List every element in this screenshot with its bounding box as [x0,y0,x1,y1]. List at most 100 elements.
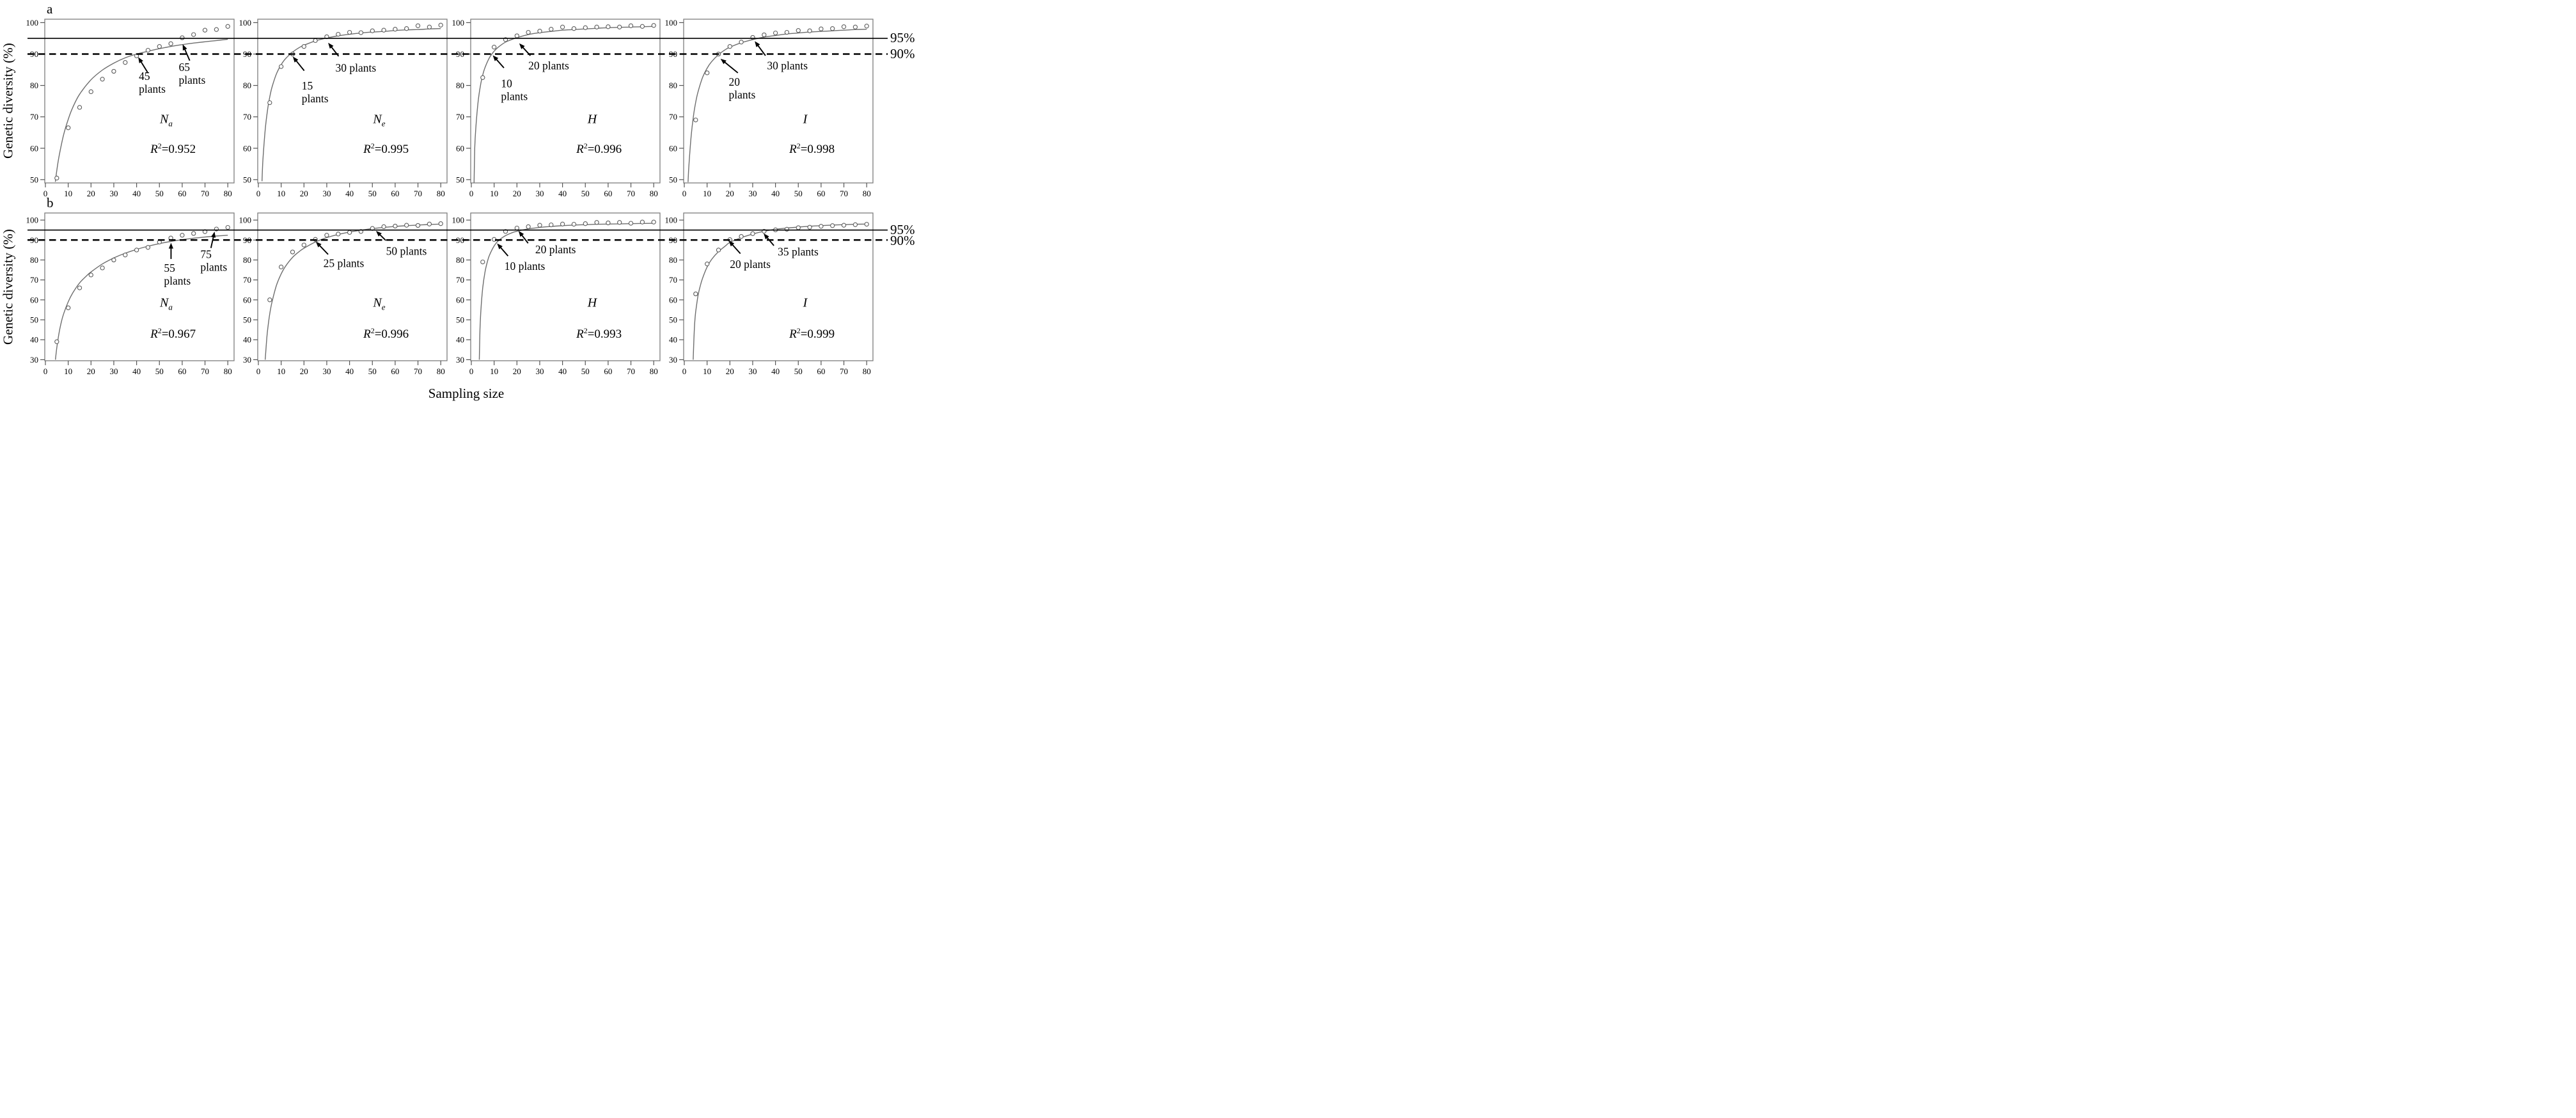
annotation-a-i-1: 30 plants [755,41,808,72]
y-tick-label: 60 [669,143,677,153]
x-tick-label: 40 [558,189,567,198]
y-tick-label: 70 [30,275,38,285]
x-tick-label: 70 [414,366,422,376]
annotation-arrow-line [723,60,739,74]
data-point [336,31,341,37]
annotation-arrow-head [764,233,769,240]
y-tick-label: 70 [456,112,464,122]
x-tick-label: 70 [201,366,209,376]
x-tick-label: 40 [132,366,141,376]
metric-label-b-ne: Ne [372,296,385,312]
annotation-b-h-1: 20 plants [518,230,576,256]
data-point [796,28,801,33]
data-point [594,220,599,225]
x-tick-label: 0 [469,189,474,198]
data-point [773,30,778,36]
data-point [347,29,352,35]
x-tick-label: 50 [155,366,164,376]
annotation-arrow-head [182,44,187,51]
x-tick-label: 40 [771,366,780,376]
y-axis-title-row-b: Genetic diversity (%) [0,229,16,345]
data-point [830,26,835,31]
data-point [278,264,284,270]
data-point [77,285,82,290]
x-tick-label: 20 [726,366,734,376]
x-tick-label: 0 [43,189,48,198]
threshold-95-label-row-b: 95% [890,222,915,237]
y-tick-label: 100 [452,216,465,225]
y-tick-label: 30 [456,355,464,365]
data-point [796,225,801,230]
y-tick-label: 90 [456,235,464,245]
y-tick-label: 50 [669,175,677,184]
x-tick-label: 70 [627,366,635,376]
x-tick-label: 30 [535,189,544,198]
data-points [480,23,656,80]
y-tick-label: 60 [669,295,677,304]
data-point [214,27,219,32]
y-tick-label: 40 [243,335,251,345]
x-tick-label: 30 [535,366,544,376]
annotation-text: 50 plants [386,245,427,258]
data-point [370,28,375,33]
data-point [427,221,432,226]
x-tick-label: 40 [345,189,354,198]
annotation-arrow-head [138,57,143,63]
x-tick-label: 20 [87,366,95,376]
plot-frame [470,212,661,361]
plot-frame [470,19,661,184]
y-tick-label: 100 [665,216,678,225]
metric-label-b-h: H [587,296,598,310]
annotation-arrow-head [328,42,334,49]
data-point [830,223,835,228]
annotation-arrow-line [499,246,509,256]
y-tick-label: 70 [30,112,38,122]
data-point [191,32,196,37]
data-points [480,219,656,265]
annotation-b-ne-0: 25 plants [315,241,364,269]
y-tick-label: 50 [243,315,251,325]
x-tick-label: 50 [581,189,590,198]
data-point [841,223,847,228]
y-tick-label: 100 [26,18,39,28]
y-tick-label: 80 [456,81,464,90]
row-a-letter: a [47,1,53,17]
r-squared-label: R2=0.996 [363,326,409,341]
data-point [267,297,272,303]
data-point [606,24,611,29]
data-point [807,28,812,33]
annotation-a-h-1: 20 plants [519,43,569,72]
data-point [841,24,847,29]
annotation-b-ne-1: 50 plants [375,230,427,258]
data-point [514,225,519,231]
y-tick-label: 50 [30,175,38,184]
data-point [864,221,869,227]
r-squared-label: R2=0.952 [150,141,196,156]
x-tick-label: 70 [840,366,848,376]
data-point [123,60,128,65]
annotation-arrow-head [728,240,735,247]
plot-frame [257,19,448,184]
r-squared-label: R2=0.995 [363,141,409,156]
x-tick-label: 70 [414,189,422,198]
x-tick-label: 50 [794,366,803,376]
data-point [480,75,485,80]
x-tick-label: 80 [863,366,871,376]
data-point [347,230,352,235]
y-tick-label: 60 [243,295,251,304]
data-points [54,224,230,344]
x-tick-label: 0 [682,189,687,198]
x-tick-label: 50 [794,189,803,198]
annotation-arrow-line [184,47,191,61]
y-tick-label: 70 [243,275,251,285]
fit-curve [264,223,441,360]
data-point [267,100,272,106]
annotation-text: plants [164,274,191,287]
data-point [807,224,812,230]
